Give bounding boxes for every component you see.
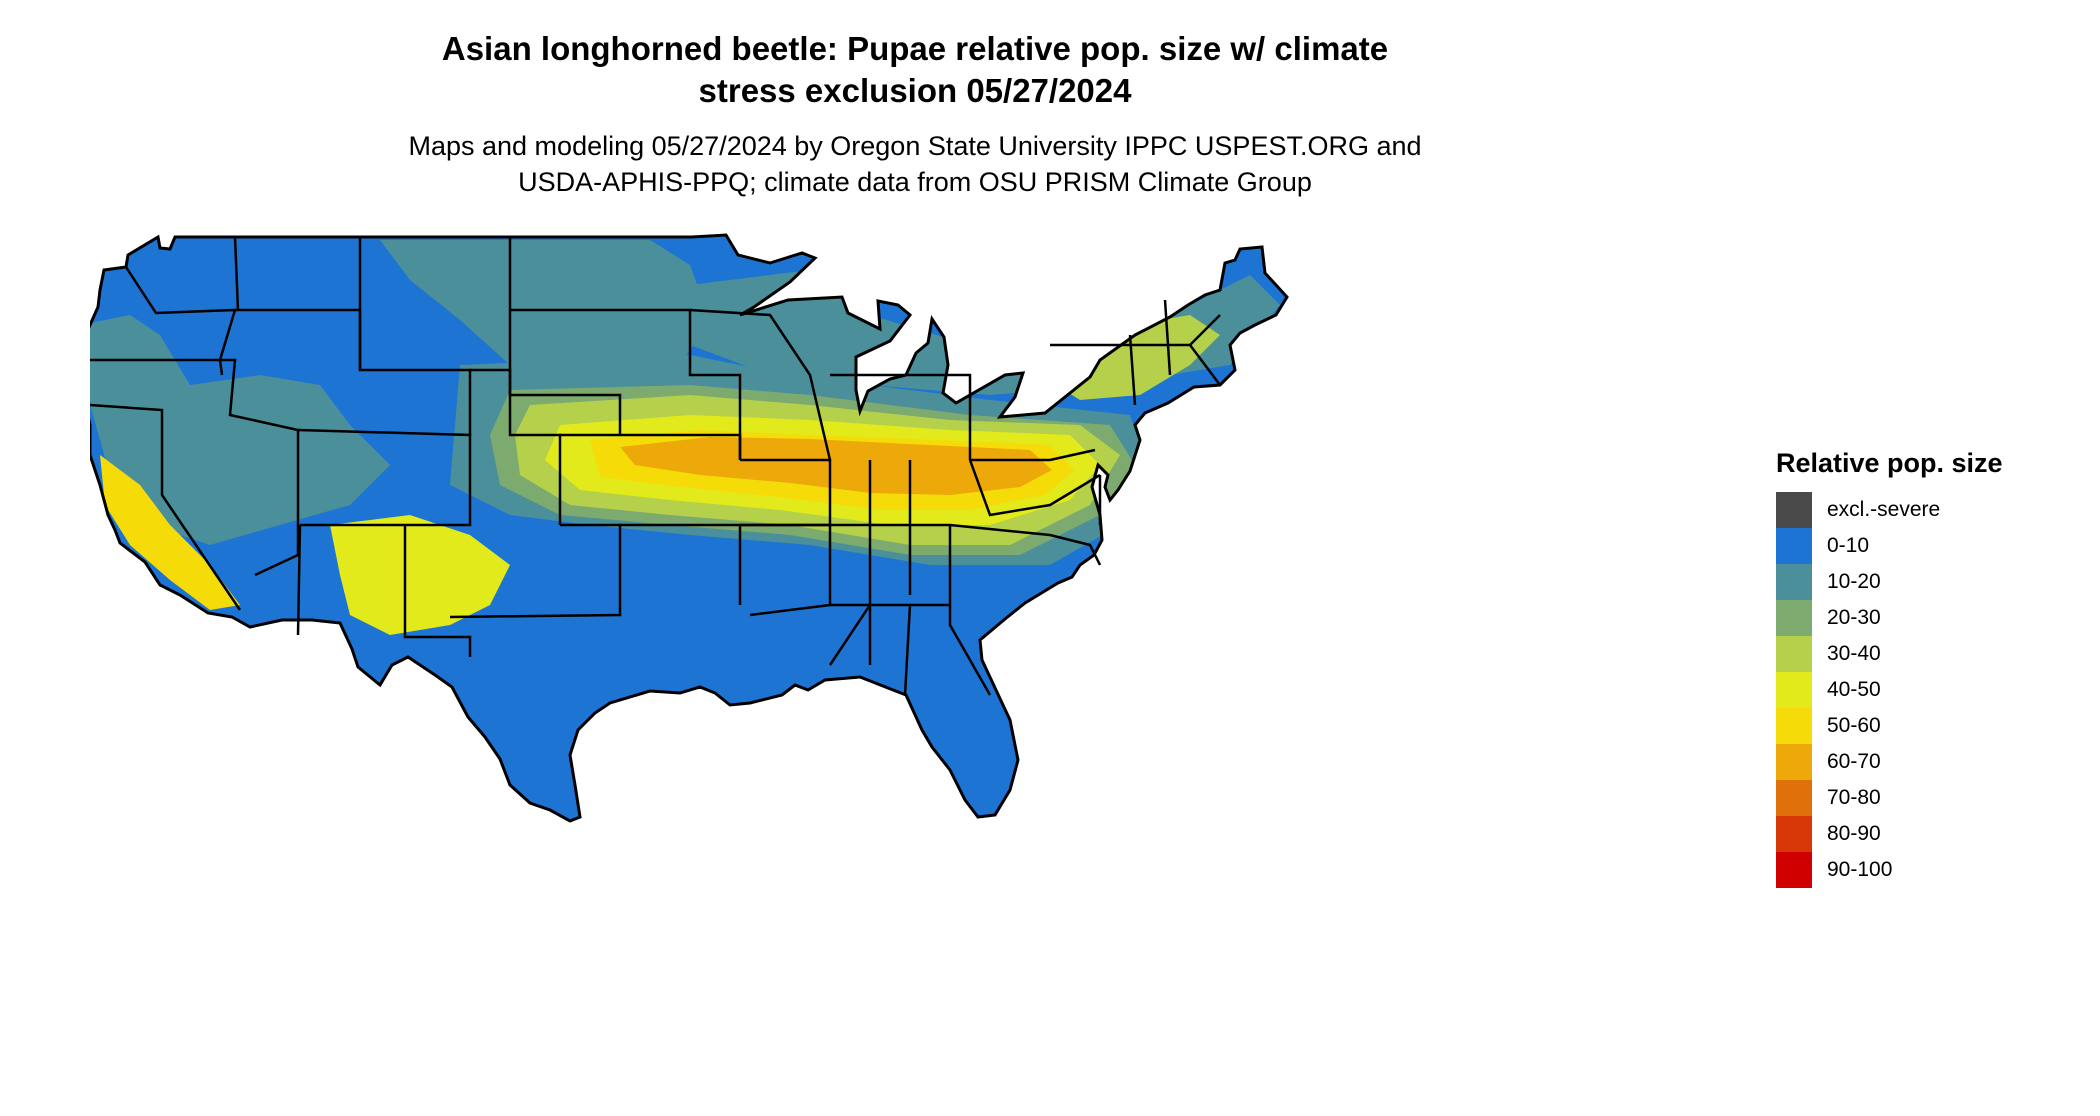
legend-swatch	[1776, 708, 1812, 744]
legend-label: 20-30	[1827, 606, 1881, 629]
legend-item: 30-40	[1776, 636, 2076, 672]
legend-label: 50-60	[1827, 714, 1881, 737]
legend-item: 90-100	[1776, 852, 2076, 888]
class-60-70-band	[620, 437, 1052, 495]
legend-item: 40-50	[1776, 672, 2076, 708]
legend-title: Relative pop. size	[1776, 448, 2003, 478]
legend-swatch	[1776, 564, 1812, 600]
legend-swatch	[1776, 852, 1812, 888]
legend-items: excl.-severe 0-10 10-20 20-30 30-40 40-50 50-6…	[1776, 492, 2076, 888]
us-population-map	[90, 233, 1289, 823]
legend-swatch	[1776, 600, 1812, 636]
legend-swatch	[1776, 744, 1812, 780]
legend-item: 80-90	[1776, 816, 2076, 852]
legend-item: 0-10	[1776, 528, 2076, 564]
map-title-line-2: stress exclusion 05/27/2024	[698, 72, 1132, 109]
legend-label: 30-40	[1827, 642, 1881, 665]
legend-label: 90-100	[1827, 858, 1893, 881]
legend-item: excl.-severe	[1776, 492, 2076, 528]
class-10-20-northern-plains	[380, 240, 710, 375]
map-title-line-1: Asian longhorned beetle: Pupae relative …	[441, 30, 1389, 67]
class-40-60-southwest	[330, 515, 510, 635]
legend-swatch	[1776, 816, 1812, 852]
legend-label: 80-90	[1827, 822, 1881, 845]
class-10-20-west	[90, 315, 390, 545]
legend-swatch	[1776, 672, 1812, 708]
state-borders	[90, 236, 1221, 696]
legend-swatch	[1776, 636, 1812, 672]
legend-item: 10-20	[1776, 564, 2076, 600]
legend: Relative pop. size excl.-severe 0-10 10-20…	[1776, 448, 2076, 888]
legend-item: 60-70	[1776, 744, 2076, 780]
legend-label: 0-10	[1827, 534, 1870, 557]
legend-item: 50-60	[1776, 708, 2076, 744]
legend-label: 70-80	[1827, 786, 1881, 809]
legend-item: 20-30	[1776, 600, 2076, 636]
legend-swatch	[1776, 780, 1812, 816]
legend-swatch	[1776, 492, 1812, 528]
map-subtitle-line-1: Maps and modeling 05/27/2024 by Oregon S…	[408, 131, 1422, 161]
map-subtitle: Maps and modeling 05/27/2024 by Oregon S…	[0, 128, 1830, 200]
legend-label: 10-20	[1827, 570, 1881, 593]
class-40-60-california	[100, 455, 240, 610]
map-subtitle-line-2: USDA-APHIS-PPQ; climate data from OSU PR…	[518, 167, 1312, 197]
legend-label: 40-50	[1827, 678, 1881, 701]
legend-swatch	[1776, 528, 1812, 564]
map-title: Asian longhorned beetle: Pupae relative …	[0, 28, 1830, 112]
legend-label: excl.-severe	[1827, 498, 1941, 521]
legend-label: 60-70	[1827, 750, 1881, 773]
legend-item: 70-80	[1776, 780, 2076, 816]
